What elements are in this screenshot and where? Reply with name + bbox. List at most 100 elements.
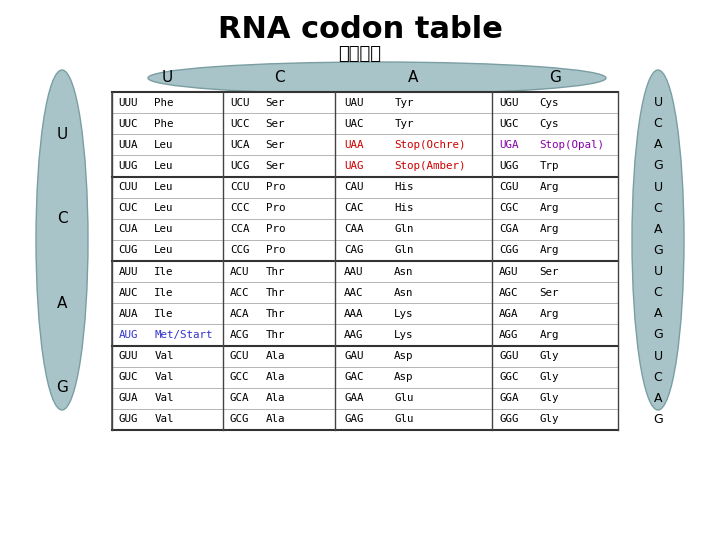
Text: Leu: Leu <box>154 246 174 255</box>
Text: GGA: GGA <box>499 393 518 403</box>
Bar <box>335 367 492 388</box>
Text: Arg: Arg <box>539 246 559 255</box>
Text: Gly: Gly <box>539 414 559 424</box>
Text: GGC: GGC <box>499 372 518 382</box>
Bar <box>335 198 492 219</box>
Text: CUU: CUU <box>119 182 138 192</box>
Text: Thr: Thr <box>266 288 285 298</box>
Text: AAA: AAA <box>344 309 364 319</box>
Text: Asn: Asn <box>395 288 414 298</box>
Text: His: His <box>395 203 414 213</box>
Text: C: C <box>654 370 662 384</box>
Bar <box>335 177 492 198</box>
Text: U: U <box>654 180 662 193</box>
Bar <box>223 219 335 240</box>
Bar <box>112 219 223 240</box>
Bar <box>335 409 492 430</box>
Text: Cys: Cys <box>539 98 559 107</box>
Bar <box>112 134 223 156</box>
Text: U: U <box>654 349 662 362</box>
Text: Phe: Phe <box>154 119 174 129</box>
Bar <box>223 240 335 261</box>
Text: ACU: ACU <box>230 267 250 276</box>
Text: GAA: GAA <box>344 393 364 403</box>
Text: Asp: Asp <box>395 351 414 361</box>
Bar <box>223 282 335 303</box>
Bar <box>112 177 223 198</box>
Text: UUC: UUC <box>119 119 138 129</box>
Text: CUG: CUG <box>119 246 138 255</box>
Text: U: U <box>654 96 662 109</box>
Text: Val: Val <box>154 393 174 403</box>
Bar <box>112 282 223 303</box>
Text: His: His <box>395 182 414 192</box>
Bar <box>223 198 335 219</box>
Text: G: G <box>56 380 68 395</box>
Text: UGA: UGA <box>499 140 518 150</box>
Text: Lys: Lys <box>395 330 414 340</box>
Text: A: A <box>408 71 418 85</box>
Text: Pro: Pro <box>266 182 285 192</box>
Text: AUU: AUU <box>119 267 138 276</box>
Text: CUA: CUA <box>119 224 138 234</box>
Text: GAG: GAG <box>344 414 364 424</box>
Text: G: G <box>653 159 663 172</box>
Text: Pro: Pro <box>266 246 285 255</box>
Text: Ser: Ser <box>266 119 285 129</box>
Text: UGU: UGU <box>499 98 518 107</box>
Text: Stop(Amber): Stop(Amber) <box>395 161 466 171</box>
Text: GCU: GCU <box>230 351 250 361</box>
Text: UCA: UCA <box>230 140 250 150</box>
Bar <box>223 156 335 177</box>
Text: Ala: Ala <box>266 393 285 403</box>
Text: CCC: CCC <box>230 203 250 213</box>
Bar <box>223 367 335 388</box>
Bar <box>112 92 223 113</box>
Text: Leu: Leu <box>154 224 174 234</box>
Bar <box>223 134 335 156</box>
Text: CUC: CUC <box>119 203 138 213</box>
Text: UAA: UAA <box>344 140 364 150</box>
Bar <box>492 156 618 177</box>
Bar <box>492 219 618 240</box>
Text: G: G <box>653 244 663 257</box>
Text: G: G <box>549 71 561 85</box>
Ellipse shape <box>632 70 684 410</box>
Text: UGG: UGG <box>499 161 518 171</box>
Text: UCC: UCC <box>230 119 250 129</box>
Bar <box>492 177 618 198</box>
Text: Lys: Lys <box>395 309 414 319</box>
Bar <box>492 303 618 325</box>
Text: CCG: CCG <box>230 246 250 255</box>
Text: AUC: AUC <box>119 288 138 298</box>
Text: UUG: UUG <box>119 161 138 171</box>
Text: Arg: Arg <box>539 330 559 340</box>
Text: GUA: GUA <box>119 393 138 403</box>
Text: Ile: Ile <box>154 288 174 298</box>
Text: Trp: Trp <box>539 161 559 171</box>
Text: Arg: Arg <box>539 182 559 192</box>
Text: 遠伝暗号: 遠伝暗号 <box>338 45 382 63</box>
Text: Leu: Leu <box>154 182 174 192</box>
Bar <box>112 346 223 367</box>
Bar <box>492 282 618 303</box>
Text: AUA: AUA <box>119 309 138 319</box>
Text: AGU: AGU <box>499 267 518 276</box>
Text: AAG: AAG <box>344 330 364 340</box>
Bar <box>492 325 618 346</box>
Text: UUA: UUA <box>119 140 138 150</box>
Ellipse shape <box>36 70 88 410</box>
Bar <box>335 156 492 177</box>
Text: GCA: GCA <box>230 393 250 403</box>
Bar <box>223 303 335 325</box>
Bar <box>492 409 618 430</box>
Text: C: C <box>274 71 284 85</box>
Bar <box>492 92 618 113</box>
Text: AGG: AGG <box>499 330 518 340</box>
Text: Tyr: Tyr <box>395 98 414 107</box>
Text: Ser: Ser <box>539 267 559 276</box>
Text: Ser: Ser <box>266 140 285 150</box>
Bar <box>112 325 223 346</box>
Text: C: C <box>57 211 67 226</box>
Text: Thr: Thr <box>266 267 285 276</box>
